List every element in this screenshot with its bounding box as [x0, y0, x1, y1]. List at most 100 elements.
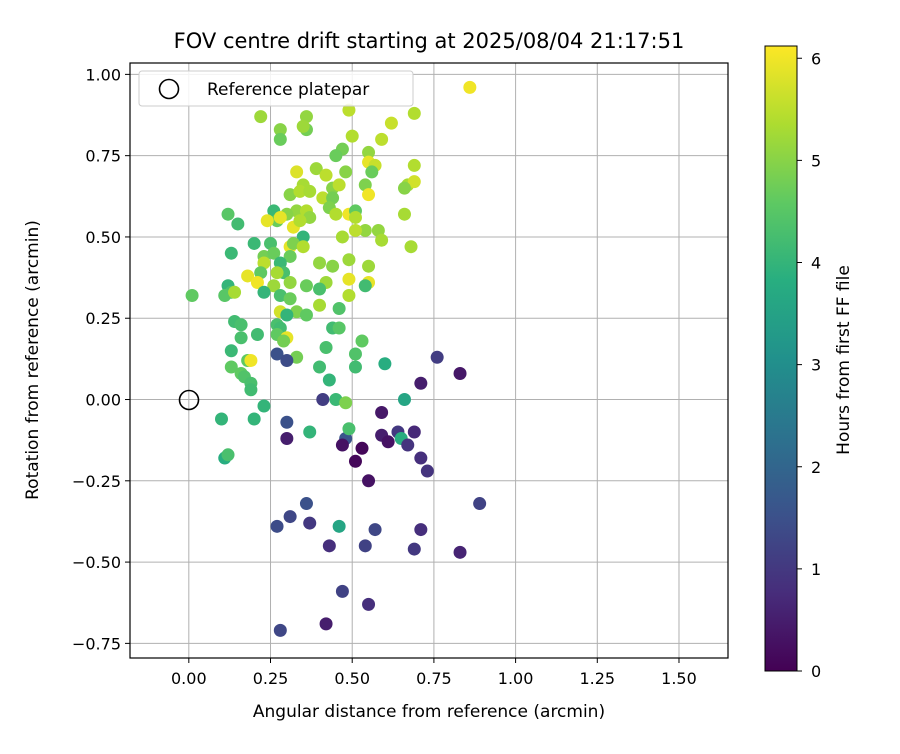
data-point: [348, 223, 362, 237]
data-point: [322, 539, 336, 553]
data-point: [329, 393, 343, 407]
data-point: [273, 623, 287, 637]
data-point: [362, 145, 376, 159]
data-point: [358, 279, 372, 293]
y-tick-label: −0.75: [72, 634, 121, 653]
x-tick-label: 0.50: [334, 669, 370, 688]
data-point: [280, 432, 294, 446]
data-point: [257, 256, 271, 270]
data-points: [185, 80, 487, 637]
data-point: [260, 214, 274, 228]
data-point: [283, 510, 297, 524]
reference-point-marker: [178, 389, 200, 411]
data-point: [299, 279, 313, 293]
data-point: [283, 249, 297, 263]
data-point: [221, 207, 235, 221]
data-point: [303, 516, 317, 530]
data-point: [296, 230, 310, 244]
x-axis-ticks: 0.00 0.25 0.50 0.75 1.00 1.25 1.50: [171, 658, 697, 688]
colorbar-tick-label: 5: [811, 151, 821, 170]
data-point: [224, 344, 238, 358]
data-point: [254, 266, 268, 280]
data-point: [296, 119, 310, 133]
data-point: [286, 236, 300, 250]
y-tick-label: 0.50: [85, 228, 121, 247]
data-point: [231, 217, 245, 231]
data-point: [453, 545, 467, 559]
data-point: [264, 236, 278, 250]
data-point: [375, 406, 389, 420]
data-point: [414, 376, 428, 390]
colorbar-label: Hours from first FF file: [834, 265, 854, 455]
data-point: [332, 178, 346, 192]
x-tick-label: 1.00: [498, 669, 534, 688]
data-point: [270, 519, 284, 533]
colorbar-tick-label: 1: [811, 560, 821, 579]
data-point: [430, 350, 444, 364]
legend-box: [138, 70, 414, 107]
x-tick-label: 0.00: [171, 669, 207, 688]
data-point: [342, 253, 356, 267]
x-tick-label: 0.75: [416, 669, 452, 688]
chart-title: FOV centre drift starting at 2025/08/04 …: [174, 29, 685, 53]
x-tick-label: 0.25: [253, 669, 289, 688]
data-point: [290, 305, 304, 319]
data-point: [345, 129, 359, 143]
data-point: [283, 275, 297, 289]
data-point: [404, 240, 418, 254]
data-point: [332, 519, 346, 533]
data-point: [273, 132, 287, 146]
data-point: [326, 191, 340, 205]
data-point: [358, 178, 372, 192]
data-point: [224, 246, 238, 260]
colorbar-ticks: 0 1 2 3 4 5 6: [797, 49, 821, 681]
data-point: [250, 327, 264, 341]
data-point: [267, 279, 281, 293]
data-point: [339, 165, 353, 179]
data-point: [332, 301, 346, 315]
data-point: [397, 181, 411, 195]
data-point: [332, 321, 346, 335]
data-point: [375, 132, 389, 146]
data-point: [414, 523, 428, 537]
colorbar-tick-label: 2: [811, 458, 821, 477]
data-point: [381, 435, 395, 449]
data-point: [355, 441, 369, 455]
data-point: [463, 80, 477, 94]
data-point: [273, 256, 287, 270]
data-point: [473, 497, 487, 511]
data-point: [362, 259, 376, 273]
data-point: [313, 360, 327, 374]
data-point: [290, 204, 304, 218]
data-point: [375, 233, 389, 247]
data-point: [247, 236, 261, 250]
data-point: [355, 334, 369, 348]
data-point: [342, 272, 356, 286]
data-point: [313, 256, 327, 270]
data-point: [326, 259, 340, 273]
legend-open-circle-icon: [158, 78, 180, 100]
data-point: [453, 367, 467, 381]
data-point: [342, 288, 356, 302]
data-point: [273, 288, 287, 302]
data-point: [371, 223, 385, 237]
data-point: [407, 175, 421, 189]
data-point: [283, 292, 297, 306]
data-point: [244, 354, 258, 367]
data-point: [414, 451, 428, 465]
data-point: [273, 123, 287, 137]
data-point: [270, 347, 284, 361]
data-point: [280, 354, 294, 367]
data-point: [397, 393, 411, 407]
data-point: [257, 399, 271, 413]
data-point: [280, 415, 294, 429]
data-point: [335, 230, 349, 244]
data-point: [378, 357, 392, 371]
y-axis-ticks: 1.00 0.75 0.50 0.25 0.00 −0.25 −0.50 −0.75: [72, 65, 130, 653]
data-point: [270, 266, 284, 280]
data-point: [335, 438, 349, 452]
data-point: [283, 188, 297, 202]
data-point: [241, 269, 255, 283]
data-point: [335, 584, 349, 598]
colorbar-tick-label: 0: [811, 662, 821, 681]
